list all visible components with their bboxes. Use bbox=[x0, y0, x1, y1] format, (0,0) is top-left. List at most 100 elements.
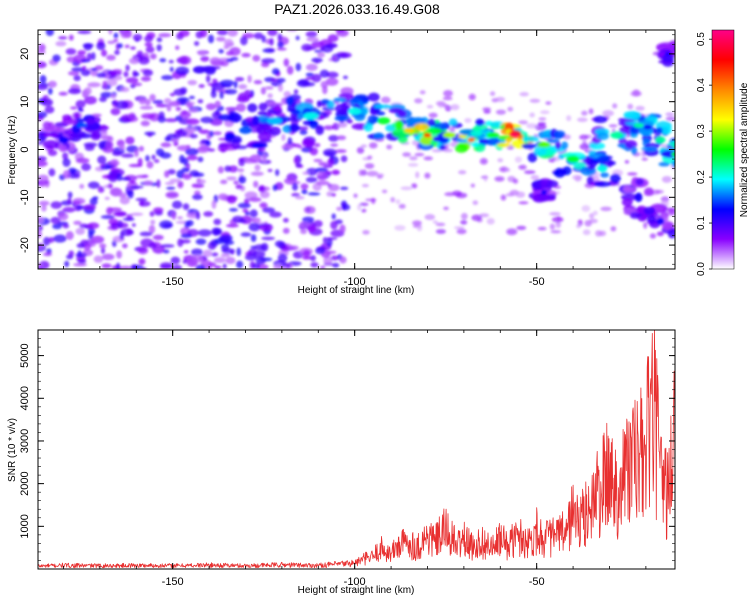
heatmap-cell bbox=[189, 133, 198, 139]
heatmap-cell bbox=[402, 152, 412, 157]
heatmap-cell bbox=[539, 110, 550, 115]
heatmap-cell bbox=[186, 219, 194, 227]
heatmap-cell bbox=[608, 124, 618, 128]
heatmap-cell bbox=[361, 208, 367, 213]
heatmap-cell bbox=[233, 80, 238, 89]
colorbar-frame bbox=[711, 29, 735, 270]
heatmap-cell bbox=[45, 30, 55, 37]
heatmap-cell bbox=[668, 207, 675, 216]
heatmap-cell bbox=[238, 158, 245, 167]
heatmap-cell bbox=[374, 132, 384, 139]
colorbar-tick-label: 0.1 bbox=[696, 216, 707, 230]
heatmap-cell bbox=[627, 103, 634, 110]
heatmap-cell bbox=[262, 154, 267, 163]
heatmap-cell bbox=[259, 190, 270, 199]
heatmap-cell bbox=[197, 156, 204, 163]
heatmap-cell bbox=[390, 197, 396, 203]
heatmap-cell bbox=[48, 168, 56, 177]
heatmap-cell bbox=[84, 96, 97, 105]
heatmap-cell bbox=[589, 213, 595, 219]
heatmap-cell bbox=[164, 98, 172, 104]
heatmap-cell bbox=[221, 248, 235, 254]
heatmap-cell bbox=[523, 170, 536, 175]
heatmap-cell bbox=[454, 143, 469, 153]
heatmap-cell bbox=[175, 115, 183, 121]
heatmap-cell bbox=[330, 143, 339, 147]
heatmap-cell bbox=[667, 229, 675, 239]
heatmap-cell bbox=[195, 211, 201, 220]
heatmap-cell bbox=[70, 106, 78, 110]
heatmap-cell bbox=[220, 79, 235, 87]
heatmap-cell bbox=[84, 144, 95, 151]
heatmap-cell bbox=[448, 118, 458, 126]
heatmap-cell bbox=[631, 146, 638, 155]
heatmap-cell bbox=[307, 192, 321, 196]
heatmap-cell bbox=[274, 240, 284, 248]
heatmap-cell bbox=[200, 56, 210, 62]
heatmap-cell bbox=[336, 135, 347, 141]
heatmap-cell bbox=[62, 114, 72, 120]
heatmap-peak bbox=[239, 126, 252, 134]
spectrogram-ytick-label: 20 bbox=[19, 48, 31, 60]
heatmap-cell bbox=[253, 180, 259, 188]
heatmap-cell bbox=[319, 69, 330, 78]
heatmap-peak bbox=[467, 137, 475, 143]
heatmap-cell bbox=[226, 195, 237, 204]
heatmap-cell bbox=[102, 80, 108, 89]
heatmap-cell bbox=[241, 52, 251, 58]
heatmap-cell bbox=[107, 40, 116, 45]
heatmap-cell bbox=[87, 117, 96, 125]
heatmap-cell bbox=[286, 65, 294, 75]
heatmap-cell bbox=[518, 201, 529, 205]
heatmap-cell bbox=[100, 246, 106, 254]
heatmap-cell bbox=[456, 228, 467, 235]
heatmap-cell bbox=[205, 140, 211, 147]
heatmap-peak bbox=[537, 141, 551, 148]
heatmap-cell bbox=[414, 122, 430, 131]
heatmap-peak bbox=[303, 112, 319, 120]
heatmap-cell bbox=[328, 134, 339, 142]
heatmap-cell bbox=[276, 47, 287, 51]
heatmap-cell bbox=[322, 85, 328, 95]
heatmap-cell bbox=[295, 195, 305, 200]
heatmap-cell bbox=[561, 141, 569, 150]
heatmap-cell bbox=[594, 181, 612, 187]
heatmap-cell bbox=[515, 191, 526, 198]
heatmap-cell bbox=[342, 75, 349, 80]
heatmap-cell bbox=[155, 103, 169, 108]
heatmap-cell bbox=[428, 112, 438, 118]
heatmap-cell bbox=[289, 123, 300, 133]
heatmap-cell bbox=[211, 87, 216, 94]
heatmap-cell bbox=[136, 50, 144, 58]
heatmap-cell bbox=[97, 186, 105, 193]
heatmap-cell bbox=[295, 163, 303, 168]
heatmap-cell bbox=[195, 147, 209, 154]
heatmap-cell bbox=[538, 117, 547, 121]
heatmap-cell bbox=[366, 170, 379, 177]
heatmap-cell bbox=[327, 34, 339, 43]
heatmap-cell bbox=[132, 70, 138, 77]
heatmap-cell bbox=[335, 30, 345, 33]
heatmap-cell bbox=[160, 244, 175, 248]
heatmap-cell bbox=[507, 106, 514, 112]
heatmap-cell bbox=[238, 175, 247, 184]
heatmap-cell bbox=[168, 59, 174, 64]
heatmap-cell bbox=[198, 129, 210, 135]
snr-series-line bbox=[38, 330, 675, 569]
heatmap-cell bbox=[83, 204, 97, 211]
heatmap-cell bbox=[250, 171, 264, 177]
heatmap-cell bbox=[680, 151, 689, 157]
heatmap-cell bbox=[226, 176, 237, 181]
heatmap-cell bbox=[643, 221, 648, 229]
heatmap-cell bbox=[545, 101, 552, 105]
heatmap-cell bbox=[116, 250, 123, 259]
heatmap-cell bbox=[262, 207, 275, 213]
heatmap-cell bbox=[494, 176, 505, 182]
heatmap-cell bbox=[577, 117, 588, 123]
heatmap-cell bbox=[225, 256, 236, 265]
spectrogram-xtick-label: -150 bbox=[162, 276, 184, 288]
heatmap-cell bbox=[200, 116, 214, 124]
heatmap-cell bbox=[166, 186, 176, 190]
heatmap-cell bbox=[400, 186, 413, 191]
